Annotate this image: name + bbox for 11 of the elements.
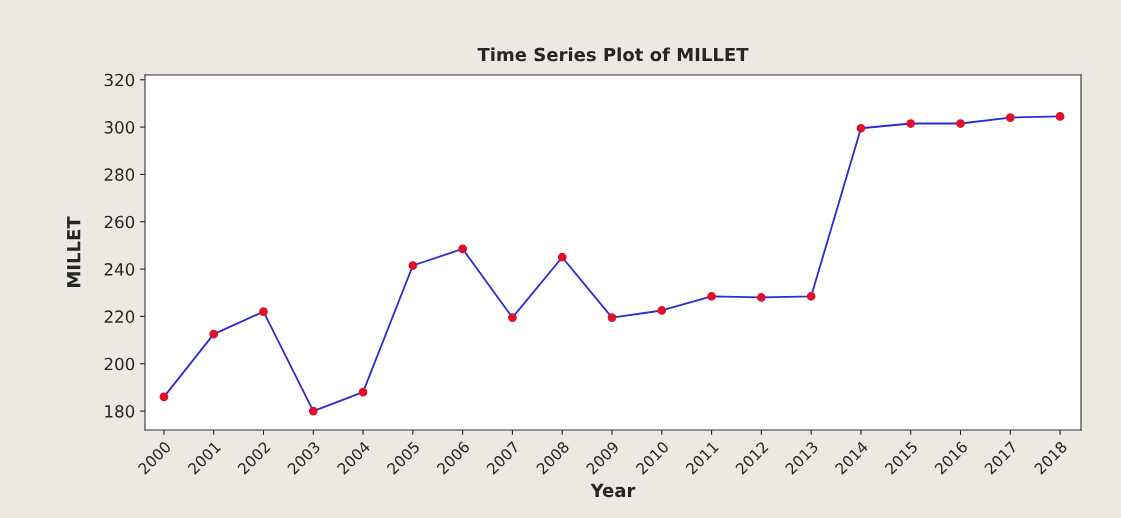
y-tick-label: 200	[104, 357, 135, 371]
y-tick-label: 220	[104, 310, 135, 323]
y-tick-label: 260	[104, 215, 135, 229]
chart-title: Time Series Plot of MILLET	[477, 47, 749, 62]
y-tick-label: 180	[105, 405, 135, 418]
x-axis-title: Year	[590, 483, 636, 498]
y-tick-label: 280	[104, 168, 135, 181]
y-tick-label: 240	[104, 263, 135, 276]
y-axis-title: MILLET	[67, 216, 81, 288]
y-tick-label: 300	[104, 121, 135, 134]
y-tick-label: 320	[104, 73, 135, 87]
